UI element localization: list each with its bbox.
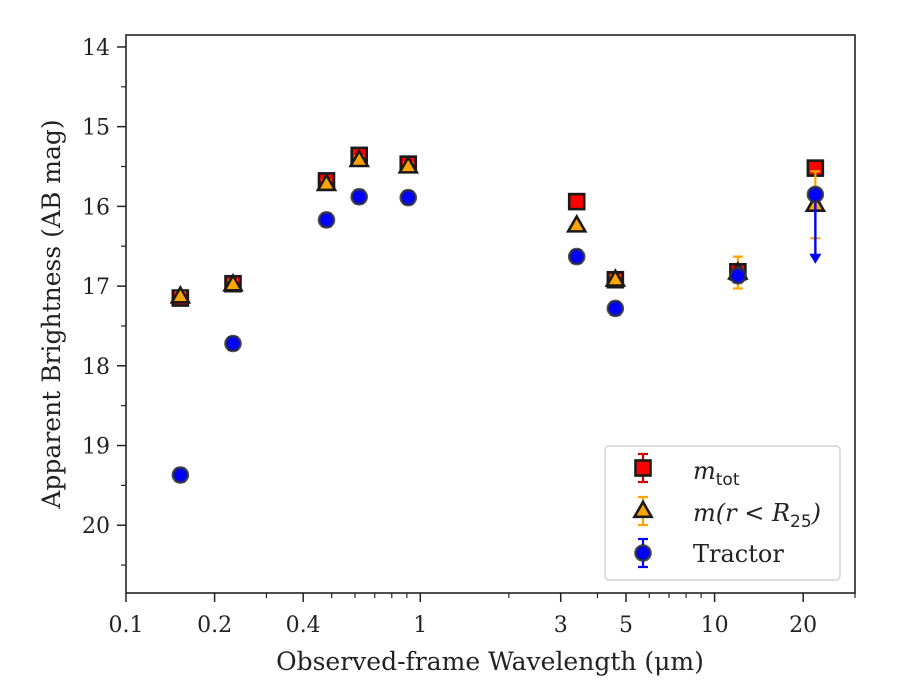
y-tick-label: 18 [82,355,110,380]
data-point [399,188,418,207]
data-point [604,268,627,287]
x-tick-label: 3 [554,613,568,638]
upper-limit-arrow [809,253,822,264]
x-axis: 0.1 0.2 0.4 1 3 5 10 20 [109,593,856,638]
legend-label-mtot: mtot [693,457,740,490]
legend-box [604,445,841,581]
legend-marker-square [634,459,652,477]
data-point [397,154,420,174]
data-point [222,272,244,292]
data-point [567,192,586,211]
series-triangle [169,148,827,304]
data-point [350,188,368,206]
legend-label-tractor: Tractor [693,540,784,568]
data-point [606,299,625,318]
legend-marker-triangle [632,499,654,519]
data-point [729,266,747,285]
plot-frame [125,34,856,594]
y-tick-label: 20 [82,514,110,539]
x-tick-label: 0.4 [286,613,321,638]
x-axis-label: Observed-frame Wavelength (μm) [276,647,704,676]
legend-marker-circle [634,544,652,562]
x-tick-label: 0.2 [197,613,232,638]
y-tick-label: 19 [82,435,110,460]
legend-markers [632,452,654,569]
legend: mtot m(r < R25) Tractor [604,445,841,581]
series-square [171,146,825,307]
legend-label-mr25: m(r < R25) [693,499,821,532]
x-tick-label: 0.1 [109,613,144,638]
series-circle [171,185,825,484]
y-axis-label: Apparent Brightness (AB mag) [37,119,66,509]
data-point [806,185,825,204]
data-point [348,148,370,168]
data-point [171,466,190,484]
data-point [567,247,586,266]
data-point [565,213,588,233]
data-marks [169,146,827,484]
y-tick-label: 14 [82,36,110,61]
x-tick-label: 1 [413,613,427,638]
data-point [224,334,242,353]
x-tick-label: 10 [701,613,729,638]
y-axis: 14 15 16 17 18 19 20 [82,36,126,566]
y-tick-label: 15 [82,116,110,141]
x-tick-label: 20 [789,613,817,638]
y-tick-label: 16 [82,195,110,220]
data-point [317,211,336,229]
y-tick-label: 17 [82,275,110,300]
data-point [169,284,192,304]
data-point [315,172,338,192]
x-tick-label: 5 [619,613,633,638]
